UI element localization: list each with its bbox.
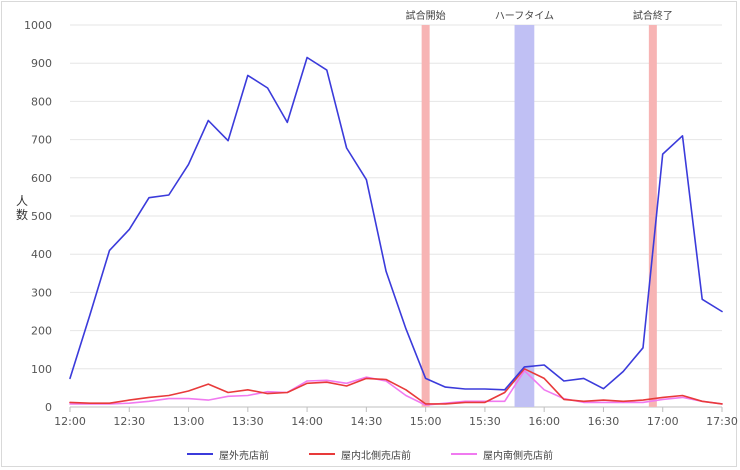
annotation-bands (421, 25, 657, 407)
x-tick-label: 14:00 (291, 415, 323, 428)
y-tick-label: 1000 (24, 19, 52, 32)
x-tick-label: 15:30 (469, 415, 501, 428)
x-tick-label: 13:30 (232, 415, 264, 428)
series-line (69, 56, 723, 391)
y-tick-label: 100 (31, 363, 52, 376)
annotation-band (421, 25, 430, 407)
y-tick-label: 900 (31, 57, 52, 70)
legend-swatch (187, 453, 213, 455)
y-tick-label: 200 (31, 325, 52, 338)
x-axis-ticks: 12:00 12:30 13:00 13:30 14:00 14:30 15:00 15:30… (54, 407, 738, 428)
legend-item: 屋外売店前 (187, 446, 269, 462)
annotation-labels: 試合開始 ハーフタイム 試合終了 (406, 9, 673, 22)
x-tick-label: 17:00 (647, 415, 679, 428)
x-tick-label: 17:30 (706, 415, 738, 428)
legend: 屋外売店前 屋内北側売店前 屋内南側売店前 (0, 446, 740, 462)
y-axis-label: 人数 (16, 194, 28, 222)
y-tick-label: 700 (31, 134, 52, 147)
annotation-label: ハーフタイム (495, 10, 554, 22)
legend-swatch (451, 453, 477, 455)
x-tick-label: 16:30 (588, 415, 620, 428)
annotation-label: 試合開始 (406, 9, 446, 22)
y-tick-label: 600 (31, 172, 52, 185)
legend-label: 屋内南側売店前 (483, 450, 553, 462)
legend-item: 屋内北側売店前 (309, 446, 411, 462)
series-line (69, 369, 723, 406)
y-tick-label: 800 (31, 95, 52, 108)
legend-item: 屋内南側売店前 (451, 446, 553, 462)
x-tick-label: 15:00 (410, 415, 442, 428)
y-tick-label: 300 (31, 286, 52, 299)
annotation-band (648, 25, 657, 407)
series-lines (69, 56, 723, 406)
legend-swatch (309, 453, 335, 455)
y-tick-label: 400 (31, 248, 52, 261)
y-tick-label: 0 (45, 401, 52, 414)
x-tick-label: 12:30 (113, 415, 145, 428)
annotation-label: 試合終了 (633, 9, 673, 22)
x-tick-label: 12:00 (54, 415, 86, 428)
gridlines (70, 24, 722, 408)
legend-label: 屋外売店前 (219, 450, 269, 462)
x-tick-label: 14:30 (351, 415, 383, 428)
legend-label: 屋内北側売店前 (341, 450, 411, 462)
annotation-band (514, 25, 535, 407)
x-tick-label: 13:00 (173, 415, 205, 428)
y-axis-ticks: 0 100 200 300 400 500 600 700 800 900 1000 (24, 19, 52, 414)
y-tick-label: 500 (31, 210, 52, 223)
series-line (69, 367, 723, 405)
x-tick-label: 16:00 (528, 415, 560, 428)
